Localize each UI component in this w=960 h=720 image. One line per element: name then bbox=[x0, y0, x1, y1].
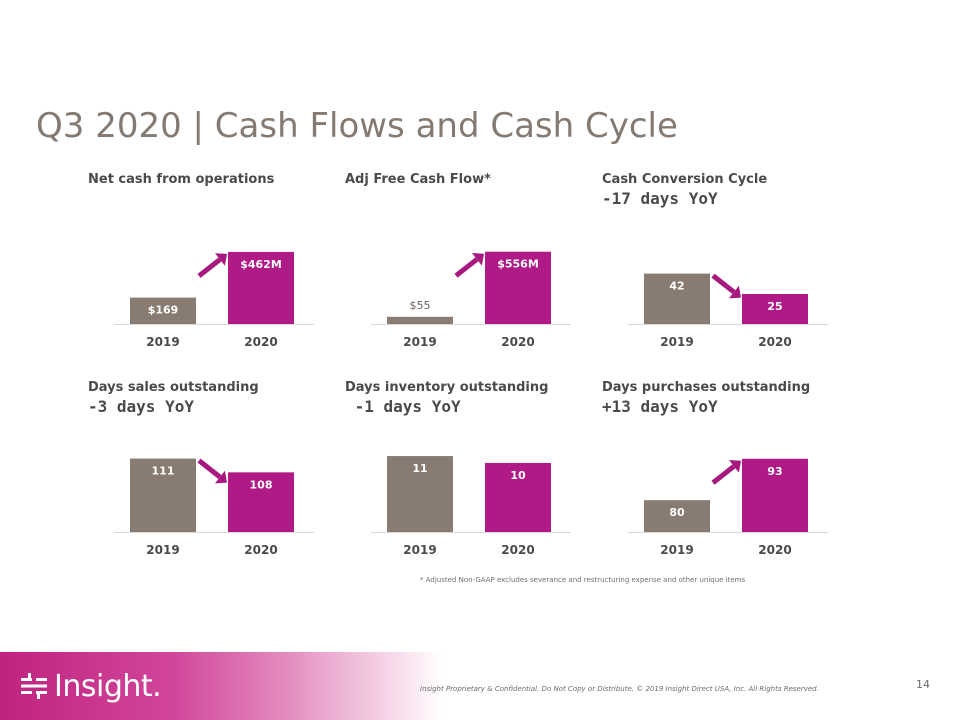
x-tick-label: 2020 bbox=[244, 335, 277, 349]
data-label: 10 bbox=[510, 469, 526, 482]
bar-2020 bbox=[485, 251, 551, 324]
bar-2020 bbox=[228, 251, 294, 324]
trend-up-arrow bbox=[711, 460, 741, 485]
bar-2019 bbox=[130, 458, 196, 532]
x-tick-label: 2020 bbox=[244, 543, 277, 557]
data-label: 111 bbox=[152, 465, 175, 478]
bar-chart: 42 2019 25 2020 bbox=[628, 273, 828, 349]
chart-panel-net-cash: Net cash from operations $169 2019 $462M 20… bbox=[88, 172, 328, 362]
x-tick-label: 2019 bbox=[660, 335, 693, 349]
trend-up-arrow bbox=[197, 253, 227, 278]
bar-2020 bbox=[742, 458, 808, 532]
bar-2020 bbox=[742, 294, 808, 324]
footnote: * Adjusted Non-GAAP excludes severance a… bbox=[420, 576, 746, 584]
bar-chart: $169 2019 $462M 2020 bbox=[114, 251, 314, 349]
bar-chart: 80 2019 93 2020 bbox=[628, 458, 828, 557]
chart-panel-dpo: Days purchases outstanding +13 days YoY … bbox=[602, 380, 842, 570]
footer-legal-text: Insight Proprietary & Confidential. Do N… bbox=[420, 685, 819, 693]
data-label: $462M bbox=[240, 258, 282, 271]
chart-title: Days purchases outstanding bbox=[602, 380, 811, 395]
data-label: 80 bbox=[669, 506, 685, 519]
bar-2019 bbox=[387, 316, 453, 324]
data-label: 25 bbox=[767, 300, 782, 313]
trend-down-arrow bbox=[711, 273, 741, 299]
chart-panel-dio: Days inventory outstanding -1 days YoY 1… bbox=[345, 380, 585, 570]
x-tick-label: 2020 bbox=[758, 335, 791, 349]
insight-logo-icon bbox=[21, 673, 47, 699]
chart-panel-adj-fcf: Adj Free Cash Flow* $55 2019 $556M 2020 bbox=[345, 172, 585, 362]
arrow-head bbox=[214, 470, 227, 484]
slide-title: Q3 2020 | Cash Flows and Cash Cycle bbox=[36, 106, 678, 146]
trend-up-arrow bbox=[454, 252, 484, 278]
arrow-head bbox=[728, 460, 741, 473]
bar-chart: 111 2019 108 2020 bbox=[114, 458, 314, 557]
chart-title: Days sales outstanding bbox=[88, 380, 259, 395]
x-tick-label: 2019 bbox=[403, 543, 436, 557]
arrow-head bbox=[214, 253, 227, 266]
x-tick-label: 2019 bbox=[403, 335, 436, 349]
bar-2019 bbox=[130, 297, 196, 324]
chart-subtitle: -17 days YoY bbox=[602, 189, 718, 208]
data-label: $169 bbox=[148, 304, 179, 317]
trend-down-arrow bbox=[197, 458, 227, 484]
data-label: $556M bbox=[497, 258, 539, 271]
bar-2020 bbox=[485, 462, 551, 532]
page-number: 14 bbox=[916, 678, 930, 691]
chart-subtitle: +13 days YoY bbox=[602, 397, 718, 416]
chart-panel-ccc: Cash Conversion Cycle -17 days YoY 42 201… bbox=[602, 172, 842, 362]
x-tick-label: 2020 bbox=[501, 543, 534, 557]
bar-2019 bbox=[644, 500, 710, 532]
data-label: $55 bbox=[410, 299, 431, 312]
bar-2019 bbox=[644, 273, 710, 324]
x-tick-label: 2019 bbox=[660, 543, 693, 557]
data-label: 42 bbox=[669, 280, 684, 293]
x-tick-label: 2020 bbox=[758, 543, 791, 557]
chart-title: Adj Free Cash Flow* bbox=[345, 172, 491, 187]
chart-subtitle: -1 days YoY bbox=[345, 397, 461, 416]
data-label: 11 bbox=[412, 462, 427, 475]
x-tick-label: 2019 bbox=[146, 543, 179, 557]
arrow-shaft bbox=[454, 257, 479, 278]
chart-title: Cash Conversion Cycle bbox=[602, 172, 768, 187]
bar-2019 bbox=[387, 456, 453, 532]
arrow-shaft bbox=[711, 464, 736, 485]
arrow-shaft bbox=[711, 273, 736, 295]
x-tick-label: 2020 bbox=[501, 335, 534, 349]
chart-title: Net cash from operations bbox=[88, 172, 275, 187]
data-label: 108 bbox=[250, 478, 273, 491]
bar-chart: $55 2019 $556M 2020 bbox=[371, 251, 571, 349]
chart-panel-dso: Days sales outstanding -3 days YoY 111 20… bbox=[88, 380, 328, 570]
chart-title: Days inventory outstanding bbox=[345, 380, 549, 395]
data-label: 93 bbox=[767, 465, 782, 478]
bar-2020 bbox=[228, 472, 294, 532]
x-tick-label: 2019 bbox=[146, 335, 179, 349]
arrow-shaft bbox=[197, 458, 222, 479]
arrow-head bbox=[471, 252, 484, 266]
arrow-shaft bbox=[197, 257, 222, 278]
bar-chart: 11 2019 10 2020 bbox=[371, 456, 571, 557]
arrow-head bbox=[728, 285, 741, 299]
footer-band bbox=[0, 652, 960, 720]
chart-subtitle: -3 days YoY bbox=[88, 397, 194, 416]
logo-wordmark: Insight. bbox=[54, 668, 162, 704]
insight-logo: Insight. bbox=[20, 668, 162, 704]
